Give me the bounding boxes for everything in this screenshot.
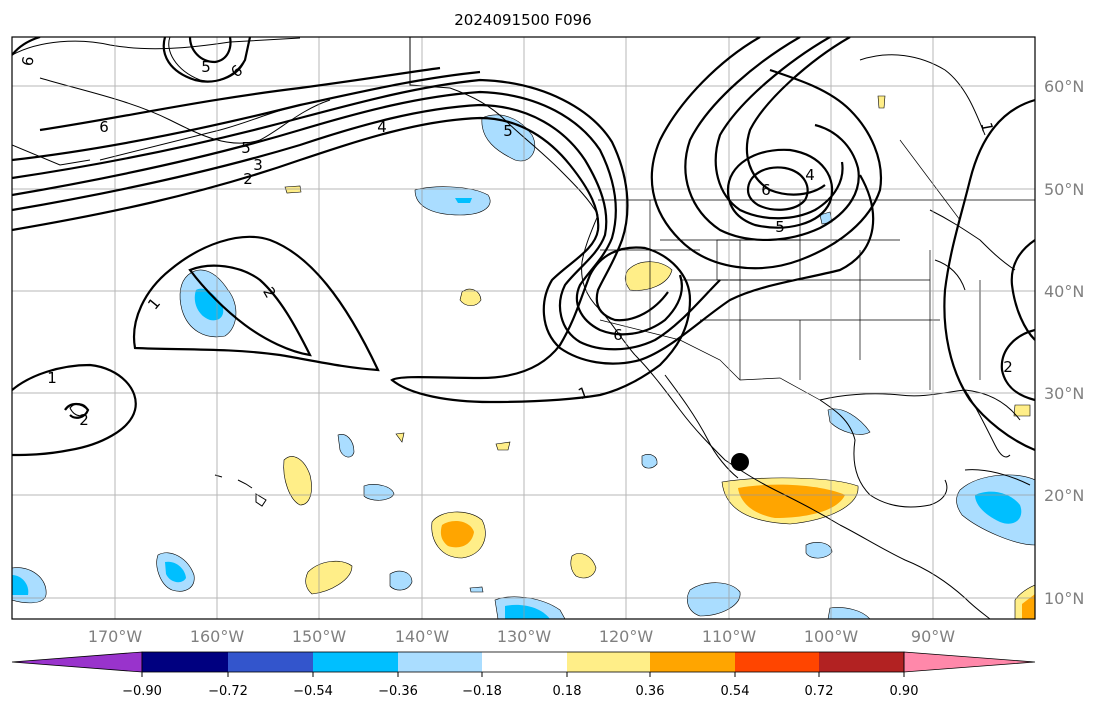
positive-anomaly-shading xyxy=(283,95,1035,619)
lon-label: 160°W xyxy=(190,627,245,646)
contour-label: 6 xyxy=(18,55,37,68)
political-borders xyxy=(409,37,1035,401)
contour-label: 5 xyxy=(241,139,251,157)
colorbar-tick-label: −0.72 xyxy=(208,684,248,699)
colorbar-segment xyxy=(819,652,904,672)
colorbar-tick-label: 0.18 xyxy=(553,684,582,699)
contour-label: 1 xyxy=(977,121,996,134)
lon-label: 170°W xyxy=(88,627,143,646)
negative-anomaly-shading xyxy=(12,114,1035,619)
contour-label: 2 xyxy=(79,411,89,429)
contour-label: 3 xyxy=(253,156,263,174)
lat-label: 40°N xyxy=(1044,282,1084,301)
lat-label: 50°N xyxy=(1044,180,1084,199)
colorbar-segment xyxy=(398,652,482,672)
colorbar-segment xyxy=(142,652,228,672)
colorbar-under-arrow xyxy=(11,651,143,673)
graticule xyxy=(12,37,1035,619)
lon-label: 150°W xyxy=(292,627,347,646)
map-title: 2024091500 F096 xyxy=(454,11,591,29)
map-frame xyxy=(11,36,1036,620)
lat-label: 10°N xyxy=(1044,589,1084,608)
contour-label: 2 xyxy=(243,170,253,188)
lon-label: 90°W xyxy=(911,627,955,646)
colorbar-tick-label: −0.90 xyxy=(122,684,162,699)
colorbar-segment xyxy=(567,652,650,672)
colorbar-segment xyxy=(735,652,819,672)
colorbar-segment xyxy=(228,652,313,672)
colorbar-tick-label: −0.36 xyxy=(378,684,418,699)
location-marker xyxy=(731,453,749,471)
contour-label: 4 xyxy=(377,118,387,136)
contours xyxy=(12,37,1035,457)
colorbar-over-arrow xyxy=(903,651,1036,673)
lon-label: 130°W xyxy=(497,627,552,646)
contour-label: 6 xyxy=(613,326,623,344)
lon-label: 100°W xyxy=(804,627,859,646)
contour-label: 4 xyxy=(805,166,815,184)
colorbar-tick-label: 0.36 xyxy=(636,684,665,699)
contour-label: 1 xyxy=(47,369,57,387)
lon-label: 110°W xyxy=(702,627,757,646)
colorbar-tick-label: −0.18 xyxy=(462,684,502,699)
colorbar-tick-label: 0.54 xyxy=(721,684,750,699)
contour-label: 2 xyxy=(1003,358,1013,376)
contour-label: 5 xyxy=(201,58,211,76)
lon-label: 140°W xyxy=(395,627,450,646)
colorbar-segment xyxy=(650,652,735,672)
contour-label: 6 xyxy=(99,118,109,136)
lat-label: 30°N xyxy=(1044,384,1084,403)
colorbar-tick-label: −0.54 xyxy=(293,684,333,699)
colorbar-tick-label: 0.72 xyxy=(805,684,834,699)
map-content: 6 5 6 6 5 4 3 2 1 2 1 2 6 5 4 5 6 1 2 1 xyxy=(12,37,1035,619)
colorbar: −0.90 −0.72 −0.54 −0.36 −0.18 0.18 0.36 … xyxy=(11,651,1036,699)
colorbar-tick-label: 0.90 xyxy=(890,684,919,699)
lat-label: 60°N xyxy=(1044,77,1084,96)
contour-label: 5 xyxy=(503,122,513,140)
colorbar-segment xyxy=(482,652,567,672)
latitude-labels: 60°N 50°N 40°N 30°N 20°N 10°N xyxy=(1044,77,1084,608)
contour-label: 6 xyxy=(761,181,771,199)
longitude-labels: 170°W 160°W 150°W 140°W 130°W 120°W 110°… xyxy=(88,627,955,646)
colorbar-segment xyxy=(313,652,398,672)
contour-label: 5 xyxy=(775,218,785,236)
lon-label: 120°W xyxy=(599,627,654,646)
lat-label: 20°N xyxy=(1044,486,1084,505)
